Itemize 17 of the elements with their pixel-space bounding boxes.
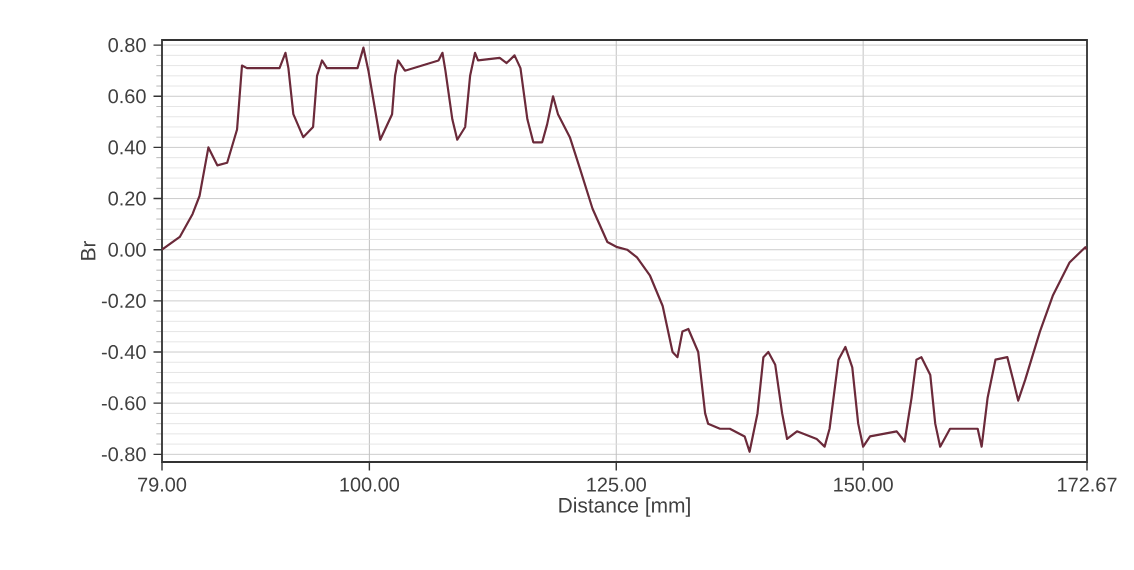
line-series — [162, 46, 1088, 453]
y-tick-label: -0.60 — [101, 396, 146, 411]
y-tick-label: -0.20 — [101, 293, 146, 308]
y-tick-label: -0.80 — [101, 447, 146, 462]
x-tick-label: 172.67 — [1058, 477, 1117, 492]
x-tick-label: 150.00 — [834, 477, 893, 492]
x-tick-label: 125.00 — [587, 477, 646, 492]
y-tick-label: 0.80 — [108, 38, 146, 53]
y-tick-label: 0.60 — [108, 89, 146, 104]
x-axis-title: Distance [mm] — [559, 497, 690, 517]
y-tick-label: -0.40 — [101, 344, 146, 360]
x-tick-label: 79.00 — [138, 477, 187, 492]
y-tick-label: 0.20 — [108, 191, 146, 206]
x-tick-label: 100.00 — [340, 477, 400, 492]
y-tick-label: 0.40 — [108, 140, 146, 155]
y-tick-label: 0.00 — [108, 242, 146, 257]
y-axis-title: Br — [80, 240, 96, 260]
